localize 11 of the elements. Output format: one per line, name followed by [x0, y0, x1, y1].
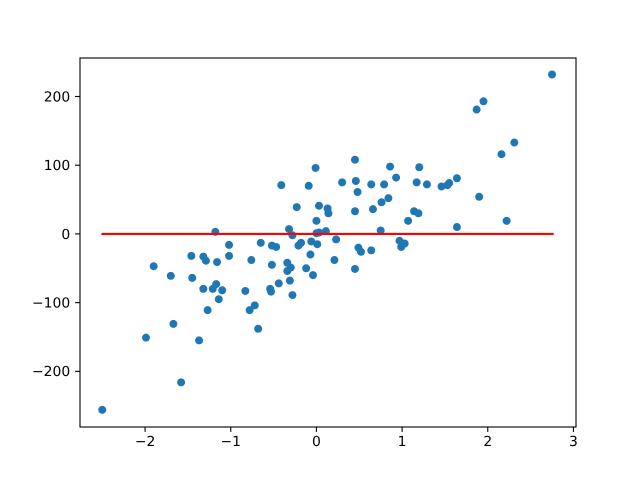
x-tick-label: 3 [569, 434, 578, 450]
y-tick-label: 200 [44, 89, 70, 106]
y-tick-label: 0 [61, 226, 70, 243]
y-tick-label: −100 [32, 295, 70, 312]
x-tick-label: 2 [483, 434, 492, 450]
x-tick-label: −1 [220, 434, 242, 450]
x-tick-label: −2 [134, 434, 156, 450]
x-tick-label: 0 [312, 434, 321, 450]
y-tick-label: −200 [32, 364, 70, 380]
y-tick-label: 100 [44, 158, 70, 174]
x-tick-label: 1 [398, 434, 407, 450]
